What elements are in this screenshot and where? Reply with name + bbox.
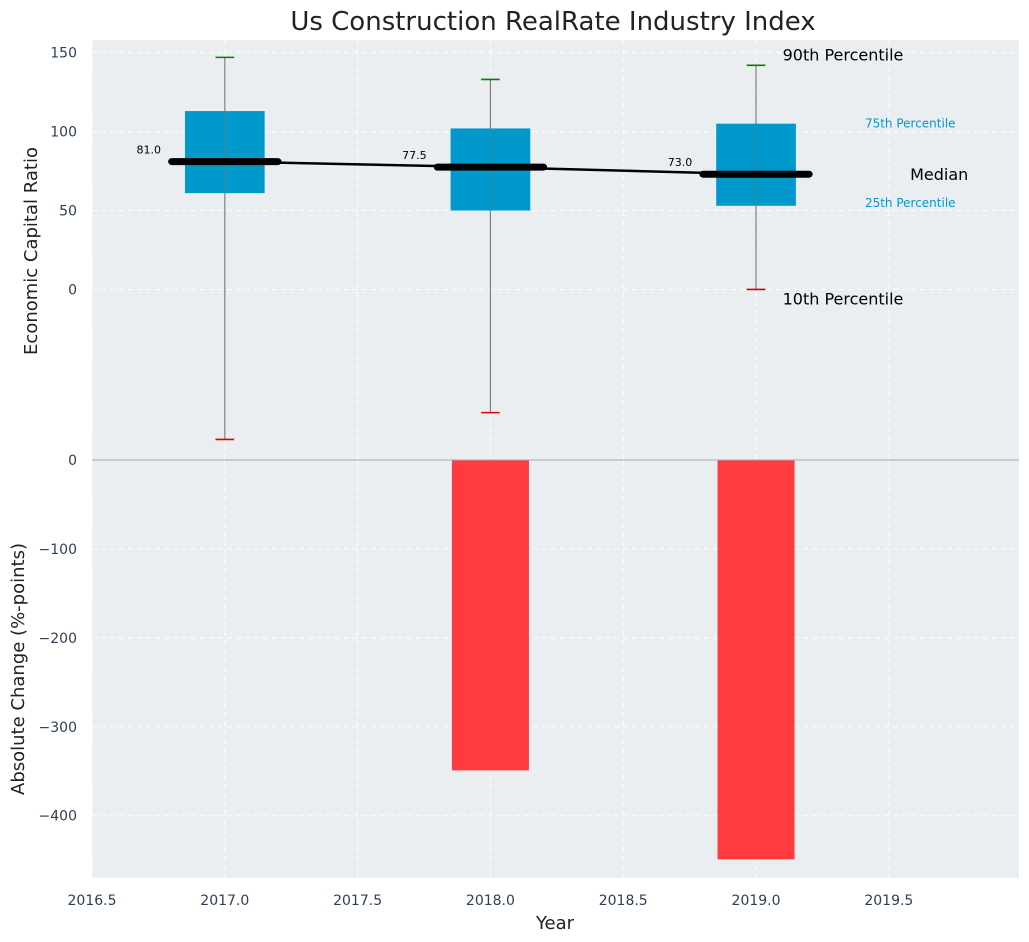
x-tick-label: 2016.5 <box>68 893 117 909</box>
top-panel-background <box>92 40 1019 460</box>
bottom-y-tick-label: −100 <box>39 542 77 558</box>
x-tick-label: 2017.0 <box>200 893 249 909</box>
median-value-label: 73.0 <box>668 156 693 169</box>
chart-title: Us Construction RealRate Industry Index <box>290 7 815 37</box>
top-y-axis-label: Economic Capital Ratio <box>21 147 42 355</box>
x-axis-ticks: 2016.5 2017.0 2017.5 2018.0 2018.5 2019.0 2019… <box>68 893 914 909</box>
change-bar <box>451 460 529 771</box>
bottom-panel-background <box>92 460 1019 878</box>
median-value-label: 81.0 <box>137 144 162 157</box>
top-panel: 81.0 77.5 73.0 90th Percentile 75th Percenti… <box>50 40 1019 460</box>
p75-annotation: 75th Percentile <box>865 117 956 131</box>
x-tick-label: 2018.5 <box>599 893 648 909</box>
top-y-tick-label: 150 <box>50 46 77 62</box>
x-axis-label: Year <box>535 913 575 934</box>
x-tick-label: 2018.0 <box>466 893 515 909</box>
x-tick-label: 2017.5 <box>333 893 382 909</box>
x-tick-label: 2019.0 <box>732 893 781 909</box>
bottom-panel-content <box>92 459 1019 860</box>
bottom-y-tick-label: −200 <box>39 631 77 647</box>
p25-annotation: 25th Percentile <box>865 196 956 210</box>
x-tick-label: 2019.5 <box>864 893 913 909</box>
median-annotation: Median <box>910 165 968 184</box>
top-y-tick-label: 0 <box>68 282 77 298</box>
bottom-y-tick-label: −400 <box>39 809 77 825</box>
p10-annotation: 10th Percentile <box>783 289 904 308</box>
bottom-y-tick-label: 0 <box>68 453 77 469</box>
bottom-y-tick-label: −300 <box>39 720 77 736</box>
bottom-y-axis-label: Absolute Change (%-points) <box>8 543 29 795</box>
change-bar <box>717 460 795 860</box>
bottom-panel: 0 −100 −200 −300 −400 <box>39 453 1019 878</box>
p90-annotation: 90th Percentile <box>783 45 904 64</box>
bottom-panel-y-ticks: 0 −100 −200 −300 −400 <box>39 453 77 825</box>
top-y-tick-label: 50 <box>59 204 77 220</box>
top-panel-content: 81.0 77.5 73.0 90th Percentile 75th Percenti… <box>137 45 968 441</box>
top-panel-y-ticks: 0 50 100 150 <box>50 46 77 299</box>
median-value-label: 77.5 <box>402 149 427 162</box>
top-y-tick-label: 100 <box>50 125 77 141</box>
